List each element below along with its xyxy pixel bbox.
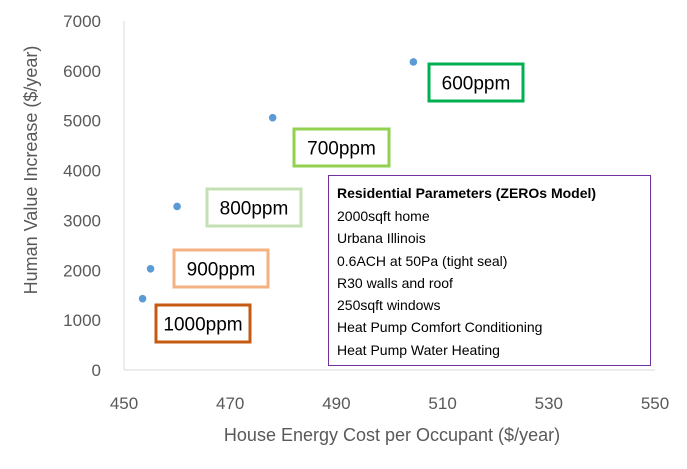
parameter-line: Heat Pump Water Heating xyxy=(337,341,500,358)
callout-box xyxy=(427,62,525,103)
y-axis-title: Human Value Increase ($/year) xyxy=(21,46,41,295)
callout-box xyxy=(205,187,303,228)
parameter-line: Heat Pump Comfort Conditioning xyxy=(337,319,543,336)
callout-box xyxy=(292,127,391,168)
callout-label: 600ppm xyxy=(442,74,511,95)
y-tick-label: 2000 xyxy=(63,261,101,280)
x-tick-labels: 450 470 490 510 530 550 xyxy=(110,394,669,413)
callout-label: 700ppm xyxy=(307,139,376,160)
residential-parameters-box: Residential Parameters (ZEROs Model) 200… xyxy=(328,175,651,366)
parameters-title: Residential Parameters (ZEROs Model) xyxy=(337,185,597,201)
parameter-line: Urbana Illinois xyxy=(337,230,426,247)
callout-label: 800ppm xyxy=(220,199,289,220)
y-tick-label: 6000 xyxy=(63,62,101,81)
x-tick-label: 530 xyxy=(535,394,563,413)
callout-box xyxy=(172,248,270,289)
parameter-line: 250sqft windows xyxy=(337,297,441,314)
x-tick-label: 450 xyxy=(110,394,138,413)
data-point xyxy=(268,113,277,122)
data-point xyxy=(138,294,147,303)
y-tick-label: 3000 xyxy=(63,211,101,230)
y-tick-label: 7000 xyxy=(63,12,101,31)
x-tick-label: 510 xyxy=(428,394,456,413)
parameter-line: 0.6ACH at 50Pa (tight seal) xyxy=(337,252,508,269)
y-tick-label: 0 xyxy=(92,361,101,380)
parameter-line: R30 walls and roof xyxy=(337,274,453,291)
data-points xyxy=(138,58,418,303)
y-tick-label: 5000 xyxy=(63,112,101,131)
point-callouts: 1000ppm 900ppm 800ppm 700ppm 600ppm xyxy=(154,62,525,344)
x-tick-label: 490 xyxy=(322,394,350,413)
callout-label: 1000ppm xyxy=(163,315,242,336)
parameter-line: 2000sqft home xyxy=(337,208,430,224)
callout-box xyxy=(154,303,252,344)
data-point xyxy=(409,58,418,66)
y-tick-label: 1000 xyxy=(63,311,101,330)
x-axis-title: House Energy Cost per Occupant ($/year) xyxy=(224,425,560,445)
data-point xyxy=(146,264,155,273)
y-tick-labels: 0 1000 2000 3000 4000 5000 6000 7000 xyxy=(63,12,101,380)
x-tick-label: 550 xyxy=(641,394,669,413)
callout-label: 900ppm xyxy=(187,260,256,281)
y-tick-label: 4000 xyxy=(63,162,101,181)
data-point xyxy=(173,202,181,211)
x-tick-label: 470 xyxy=(216,394,244,413)
